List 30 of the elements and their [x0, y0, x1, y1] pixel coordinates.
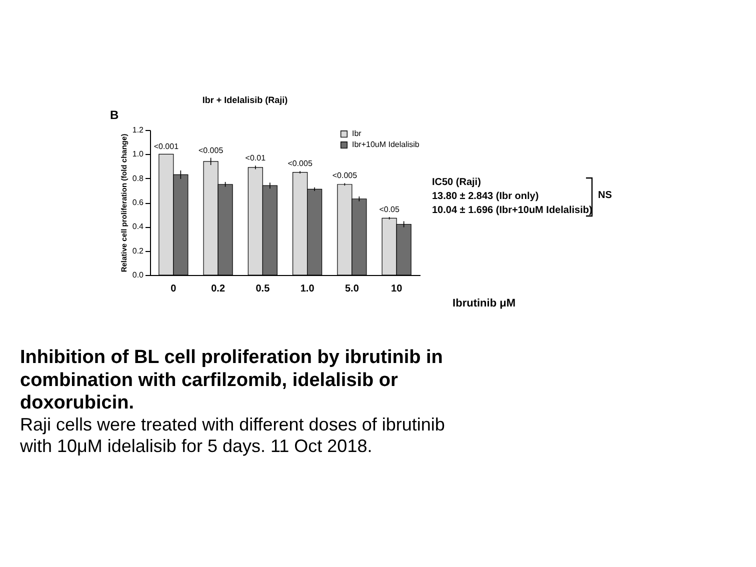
x-tick-label: 0: [170, 284, 177, 294]
y-tick-label: 0.0: [132, 270, 144, 280]
y-tick-label: 1.0: [132, 150, 144, 159]
y-tick-label: 0.4: [132, 222, 144, 232]
chart-title: Ibr + Idelalisib (Raji): [202, 95, 288, 105]
data-label: <0.001: [154, 142, 180, 152]
x-tick-label: 0.5: [256, 284, 270, 294]
x-tick-label: 5.0: [344, 284, 360, 294]
data-label: <0.005: [332, 171, 358, 180]
data-label: <0.01: [245, 154, 266, 163]
legend-label: Ibr: [352, 129, 362, 138]
y-tick-label: 1.2: [132, 126, 144, 134]
x-tick-label: 10: [391, 284, 403, 294]
text: 13.80 ± 2.843 (Ibr only): [432, 191, 539, 202]
text: Inhibition of BL cell proliferation by ibrutinib in combination with carfilzomib, idelalisib or doxorubicin.: [20, 347, 443, 414]
data-label: <0.005: [198, 146, 224, 155]
y-tick-label: 0.8: [132, 174, 144, 183]
text: NS: [598, 190, 612, 201]
text: B: [110, 108, 119, 122]
data-label: <0.005: [288, 159, 313, 168]
y-tick-label: 0.2: [132, 246, 144, 256]
text: 10.04 ± 1.696 (Ibr+10uM Idelalisib): [432, 205, 592, 216]
y-tick-label: 0.6: [132, 198, 144, 207]
text: IC50 (Raji): [432, 177, 481, 188]
x-axis-title: Ibrutinib μM: [452, 298, 516, 310]
x-tick-label: 0.2: [211, 284, 226, 294]
x-tick-label: 1.0: [300, 284, 315, 294]
text: Raji cells were treated with different doses of ibrutinib with 10μM idelalisib for 5 days. 11 Oct 2018.: [19, 414, 445, 456]
legend-label: Ibr+10uM Idelalisib: [352, 140, 420, 149]
data-label: <0.05: [379, 205, 400, 214]
